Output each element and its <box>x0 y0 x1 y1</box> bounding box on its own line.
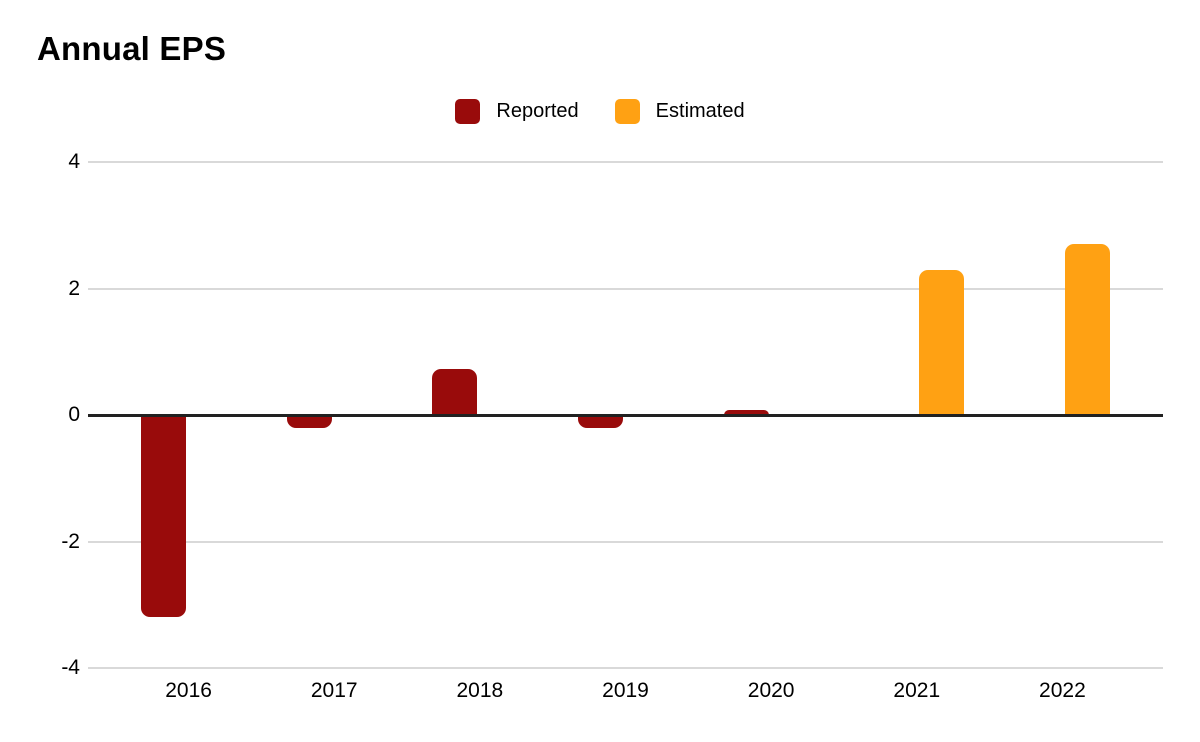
bar-reported-2020[interactable] <box>723 409 769 415</box>
reported-swatch-icon <box>455 99 481 124</box>
gridline <box>88 667 1163 669</box>
legend-item-estimated[interactable]: Estimated <box>614 99 745 124</box>
zero-line <box>88 413 1163 417</box>
y-tick-label: 2 <box>68 276 80 300</box>
gridline <box>88 540 1163 543</box>
y-tick-label: 0 <box>68 403 80 426</box>
bar-reported-2019[interactable] <box>578 415 623 428</box>
x-tick-label-2021: 2021 <box>893 679 941 702</box>
y-tick-label: 4 <box>68 150 80 173</box>
bar-estimated-2021[interactable] <box>919 269 965 415</box>
x-tick-label-2017: 2017 <box>310 679 358 702</box>
x-tick-label-2019: 2019 <box>602 679 649 702</box>
x-tick-label-2020: 2020 <box>747 679 795 702</box>
chart-title: Annual EPS <box>37 30 227 67</box>
estimated-swatch-icon <box>614 99 640 124</box>
x-tick-label-2018: 2018 <box>456 679 504 702</box>
legend-item-reported[interactable]: Reported <box>455 99 579 124</box>
bar-reported-2018[interactable] <box>432 369 478 415</box>
legend: Reported Estimated <box>0 99 1200 124</box>
bar-estimated-2022[interactable] <box>1064 244 1110 415</box>
legend-label-reported: Reported <box>496 100 579 122</box>
bar-reported-2016[interactable] <box>141 415 187 618</box>
y-tick-label: -4 <box>61 656 80 679</box>
x-tick-label-2022: 2022 <box>1039 679 1086 702</box>
y-tick-label: -2 <box>61 529 80 553</box>
plot-area <box>88 161 1163 669</box>
x-tick-label-2016: 2016 <box>165 679 212 702</box>
gridline <box>88 287 1163 290</box>
y-axis: 4 2 0 -2 -4 <box>0 150 80 679</box>
bar-reported-2017[interactable] <box>286 415 332 428</box>
gridline <box>88 161 1163 163</box>
x-axis: 2016 2017 2018 2019 2020 2021 2022 <box>88 674 1163 704</box>
legend-label-estimated: Estimated <box>655 100 745 122</box>
